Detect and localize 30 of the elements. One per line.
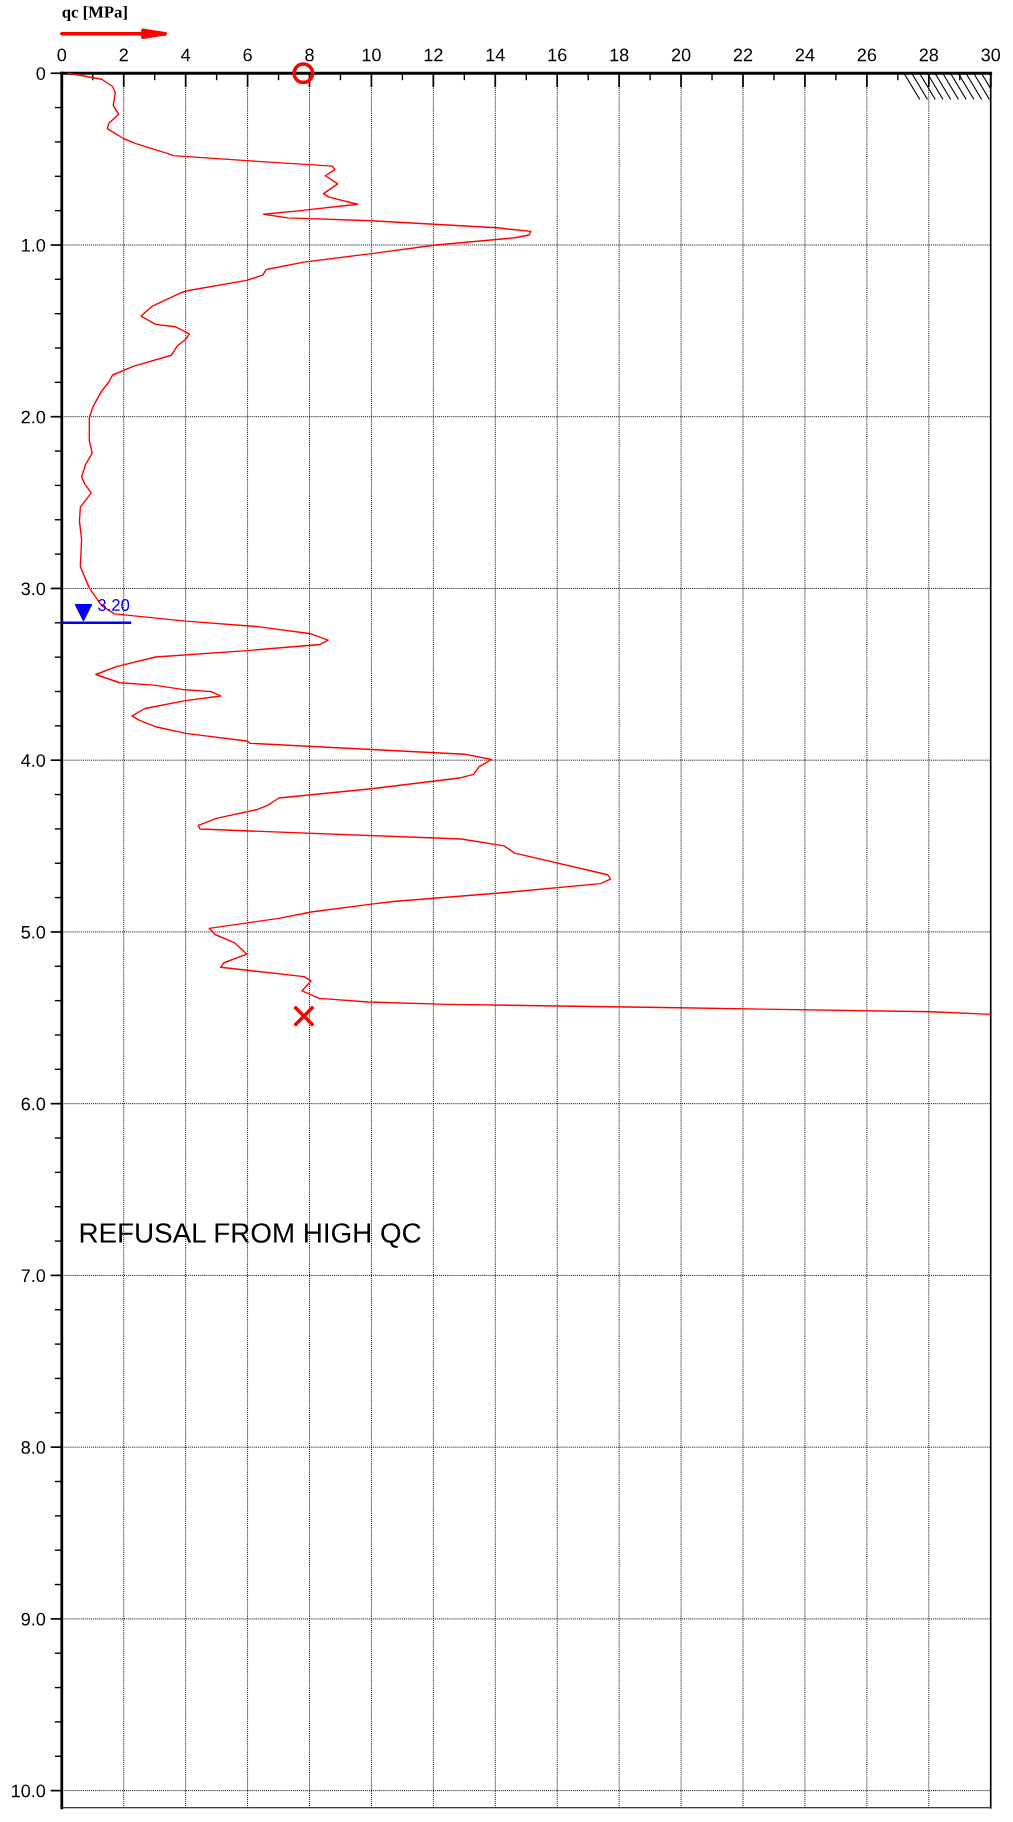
x-tick-label: 20 — [671, 48, 691, 62]
x-tick-label: 26 — [857, 48, 877, 62]
x-tick-label: 0 — [57, 48, 67, 62]
y-tick-label: 4.0 — [21, 754, 46, 767]
y-tick-label: 9.0 — [21, 1612, 46, 1626]
x-tick-label: 14 — [486, 48, 505, 62]
y-tick-label: 1.0 — [22, 238, 46, 252]
line-series — [67, 72, 992, 1016]
x-tick-label: 28 — [919, 48, 939, 62]
x-tick-label: 6 — [243, 48, 252, 62]
y-tick-label: 7.0 — [21, 1269, 46, 1283]
y-tick-label: 5.0 — [21, 925, 46, 939]
y-tick-label: 6.0 — [21, 1097, 46, 1111]
annotation: REFUSAL FROM HIGH QC — [80, 1223, 421, 1248]
y-tick-label: 0 — [36, 67, 46, 80]
x-tick-label: 8 — [305, 48, 314, 62]
x-tick-label: 16 — [548, 48, 567, 62]
x-tick-label: 4 — [181, 48, 191, 62]
y-tick-label: 3.0 — [21, 582, 46, 596]
x-tick-label: 22 — [733, 48, 753, 62]
x-tick-label: 30 — [981, 48, 1001, 62]
x-tick-label: 12 — [424, 48, 443, 62]
x-tick-label: 24 — [795, 48, 815, 62]
y-tick-label: 10.0 — [12, 1784, 46, 1798]
x-tick-label: 10 — [362, 48, 381, 62]
y-tick-label: 2.0 — [21, 410, 46, 424]
y-tick-label: 8.0 — [21, 1441, 46, 1454]
x-tick-label: 18 — [610, 48, 629, 62]
x-axis-title: qc [MPa] — [62, 5, 127, 22]
x-tick-label: 2 — [119, 48, 128, 62]
